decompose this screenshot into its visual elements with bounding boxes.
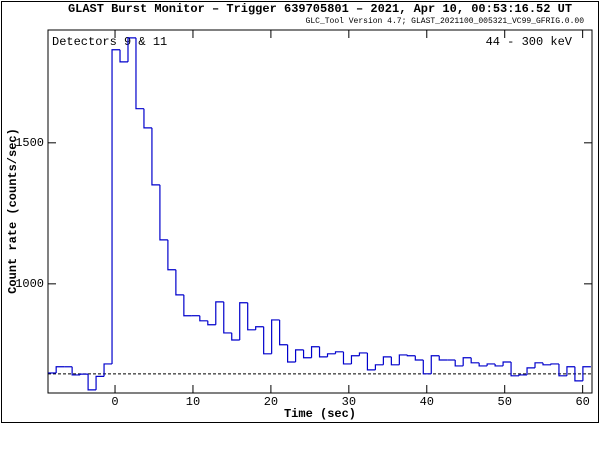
- x-tick-label: 50: [498, 395, 512, 409]
- histogram-step: [95, 375, 105, 390]
- histogram-step: [167, 239, 176, 271]
- histogram-step: [255, 326, 264, 330]
- histogram-step: [398, 354, 408, 365]
- histogram-step: [550, 363, 559, 365]
- histogram-step: [470, 357, 480, 364]
- histogram-step: [199, 315, 208, 322]
- histogram-step: [582, 366, 591, 381]
- histogram-step: [135, 37, 144, 110]
- histogram-step: [526, 367, 536, 375]
- histogram-step: [287, 344, 296, 363]
- histogram-step: [334, 351, 344, 354]
- frame: [1, 1, 599, 423]
- histogram-step: [159, 184, 168, 241]
- histogram-step: [151, 127, 160, 186]
- histogram-step: [542, 362, 551, 366]
- histogram-step: [382, 356, 392, 365]
- histogram-step: [215, 301, 224, 325]
- histogram-step: [510, 361, 520, 377]
- histogram-step: [247, 302, 256, 331]
- histogram-step: [374, 364, 384, 370]
- histogram-step: [494, 363, 504, 367]
- histogram-step: [111, 49, 121, 364]
- histogram-step: [119, 49, 128, 63]
- histogram-step: [143, 108, 152, 129]
- x-tick-label: 0: [111, 395, 118, 409]
- histogram-step: [302, 349, 312, 359]
- histogram-step: [342, 351, 352, 365]
- histogram-step: [231, 332, 240, 341]
- histogram-step: [175, 269, 184, 296]
- histogram-step: [223, 301, 232, 334]
- x-axis-label: Time (sec): [284, 407, 356, 421]
- x-tick-label: 20: [264, 395, 278, 409]
- x-tick-label: 60: [575, 395, 589, 409]
- histogram-step: [486, 363, 496, 366]
- histogram-step: [279, 319, 288, 346]
- histogram-step: [358, 352, 368, 356]
- histogram-step: [103, 363, 113, 377]
- histogram-step: [55, 366, 65, 373]
- histogram-step: [566, 366, 575, 376]
- x-tick-label: 40: [420, 395, 434, 409]
- histogram-step: [71, 366, 81, 376]
- histogram-step: [534, 362, 543, 368]
- histogram-step: [430, 355, 440, 374]
- histogram-step: [318, 346, 328, 358]
- histogram-step: [271, 319, 280, 354]
- histogram-step: [462, 357, 472, 366]
- histogram-step: [502, 361, 512, 366]
- chart-title: GLAST Burst Monitor – Trigger 639705801 …: [68, 2, 572, 16]
- histogram-step: [310, 346, 320, 358]
- annotation: Detectors 9 & 11: [52, 35, 167, 49]
- histogram-step: [127, 37, 136, 62]
- histogram-step: [79, 373, 89, 375]
- histogram-step: [263, 326, 272, 355]
- histogram-step: [422, 360, 432, 375]
- histogram-step: [438, 355, 448, 361]
- y-tick-label: 1500: [15, 136, 44, 150]
- y-axis-label: Count rate (counts/sec): [6, 128, 20, 294]
- histogram-step: [350, 355, 360, 364]
- histogram-step: [207, 320, 216, 326]
- plot-area: [47, 29, 593, 394]
- histogram-step: [294, 349, 304, 362]
- histogram-step: [239, 302, 248, 340]
- histogram-step: [558, 363, 567, 377]
- histogram-step: [326, 353, 336, 357]
- y-tick-label: 1000: [15, 277, 44, 291]
- histogram-step: [366, 352, 376, 371]
- x-tick-label: 10: [186, 395, 200, 409]
- histogram-step: [414, 355, 424, 361]
- histogram-step: [183, 294, 192, 317]
- histogram-step: [574, 366, 583, 382]
- annotation: 44 - 300 keV: [486, 35, 573, 49]
- histogram-step: [454, 360, 464, 367]
- histogram-step: [87, 374, 97, 391]
- histogram-step: [406, 354, 416, 357]
- histogram-step: [518, 374, 528, 376]
- histogram-step: [478, 362, 488, 367]
- histogram-step: [390, 356, 400, 366]
- x-tick-label: 30: [342, 395, 356, 409]
- subtitle: GLC_Tool Version 4.7; GLAST_2021100_0053…: [306, 17, 585, 26]
